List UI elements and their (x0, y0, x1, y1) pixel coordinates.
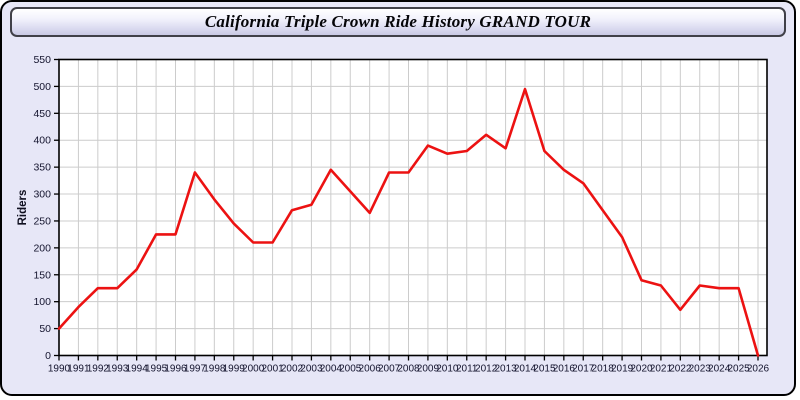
x-tick-label: 1993 (106, 364, 129, 375)
x-tick-label: 2007 (378, 364, 401, 375)
x-tick-label: 2014 (514, 364, 537, 375)
x-tick-label: 2016 (553, 364, 576, 375)
x-tick-label: 2010 (436, 364, 459, 375)
x-tick-label: 2019 (611, 364, 634, 375)
x-tick-label: 2020 (630, 364, 653, 375)
tick-marks (54, 58, 759, 361)
x-tick-label: 2018 (592, 364, 615, 375)
x-tick-label: 2006 (359, 364, 382, 375)
y-tick-label: 50 (39, 323, 51, 335)
x-tick-label: 2002 (281, 364, 304, 375)
x-tick-label: 2021 (650, 364, 673, 375)
x-tick-label: 2008 (397, 364, 420, 375)
x-tick-label: 1994 (126, 364, 149, 375)
y-tick-label: 300 (33, 189, 51, 201)
x-tick-label: 2011 (456, 364, 478, 375)
x-tick-label: 1990 (48, 364, 71, 375)
x-tick-label: 2017 (572, 364, 595, 375)
plot-border (58, 58, 768, 357)
y-tick-label: 100 (33, 296, 51, 308)
x-tick-label: 2004 (320, 364, 343, 375)
x-tick-label: 2023 (689, 364, 712, 375)
x-tick-label: 2001 (261, 364, 284, 375)
y-tick-label: 550 (33, 54, 51, 66)
x-tick-label: 2026 (747, 364, 770, 375)
x-tick-label: 2009 (417, 364, 440, 375)
x-tick-label: 1997 (184, 364, 207, 375)
x-tick-label: 2015 (533, 364, 556, 375)
axes (58, 58, 768, 357)
x-tick-label: 1999 (223, 364, 246, 375)
y-tick-label: 0 (45, 350, 51, 362)
plot-background (59, 59, 767, 356)
series-Riders (57, 87, 760, 357)
x-tick-label: 2022 (669, 364, 692, 375)
title-bar: California Triple Crown Ride History GRA… (10, 7, 786, 37)
chart-title: California Triple Crown Ride History GRA… (204, 12, 592, 31)
x-tick-label: 1992 (87, 364, 110, 375)
y-tick-label: 200 (33, 242, 51, 254)
x-tick-label: 2000 (242, 364, 265, 375)
x-tick-label: 1991 (67, 364, 90, 375)
y-tick-label: 250 (33, 215, 51, 227)
x-tick-label: 2005 (339, 364, 362, 375)
axis-labels: 0501001502002503003504004505005501990199… (33, 54, 769, 375)
y-tick-label: 400 (33, 135, 51, 147)
gridlines (59, 59, 767, 356)
x-tick-label: 2025 (727, 364, 750, 375)
x-tick-label: 1996 (164, 364, 187, 375)
y-tick-label: 150 (33, 269, 51, 281)
x-tick-label: 1998 (203, 364, 226, 375)
y-tick-label: 350 (33, 162, 51, 174)
y-tick-label: 500 (33, 81, 51, 93)
data-line (57, 87, 760, 357)
x-tick-label: 2024 (708, 364, 731, 375)
x-tick-label: 1995 (145, 364, 168, 375)
x-tick-label: 2012 (475, 364, 498, 375)
x-tick-label: 2013 (494, 364, 517, 375)
y-tick-label: 450 (33, 108, 51, 120)
y-axis-title: Riders (17, 190, 29, 226)
x-tick-label: 2003 (300, 364, 323, 375)
